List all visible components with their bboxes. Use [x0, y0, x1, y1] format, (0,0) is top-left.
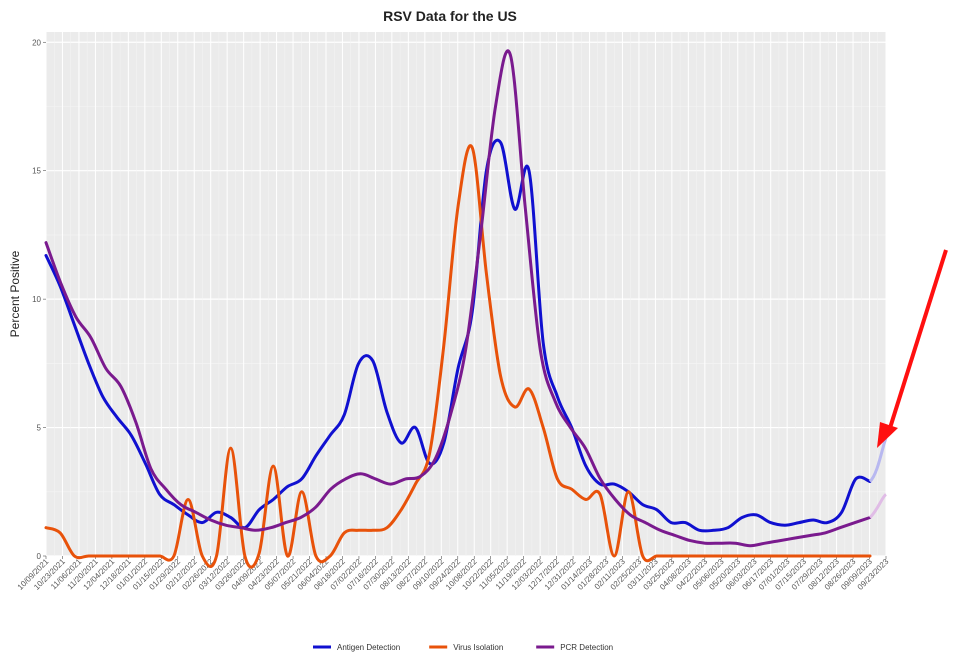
- y-tick-label: 15: [32, 167, 41, 176]
- y-tick-label: 20: [32, 38, 41, 47]
- legend-label-antigen-detection: Antigen Detection: [337, 643, 400, 652]
- series-line-virus-isolation: [44, 144, 872, 569]
- chart-title: RSV Data for the US: [383, 8, 517, 24]
- y-tick-label: 5: [37, 424, 42, 433]
- series-line-pcr-detection: [44, 49, 872, 548]
- y-tick-label: 0: [37, 552, 42, 561]
- y-axis-label: Percent Positive: [8, 250, 22, 337]
- legend-label-virus-isolation: Virus Isolation: [453, 643, 503, 652]
- x-axis-ticks: 10/09/202110/23/202111/06/202111/20/2021…: [16, 556, 891, 592]
- legend: Antigen Detection Virus Isolation PCR Dete…: [313, 643, 613, 652]
- arrow-shaft: [888, 249, 948, 429]
- legend-label-pcr-detection: PCR Detection: [560, 643, 613, 652]
- antigen-projection-tail: [868, 437, 888, 483]
- grid-lines: [45, 32, 887, 557]
- y-tick-label: 10: [32, 295, 41, 304]
- red-arrow-annotation: [877, 249, 948, 448]
- arrow-head: [877, 422, 898, 448]
- series-lines: [44, 49, 888, 569]
- pcr-projection-tail: [868, 493, 888, 519]
- y-axis-ticks: 0 5 10 15 20: [32, 38, 46, 561]
